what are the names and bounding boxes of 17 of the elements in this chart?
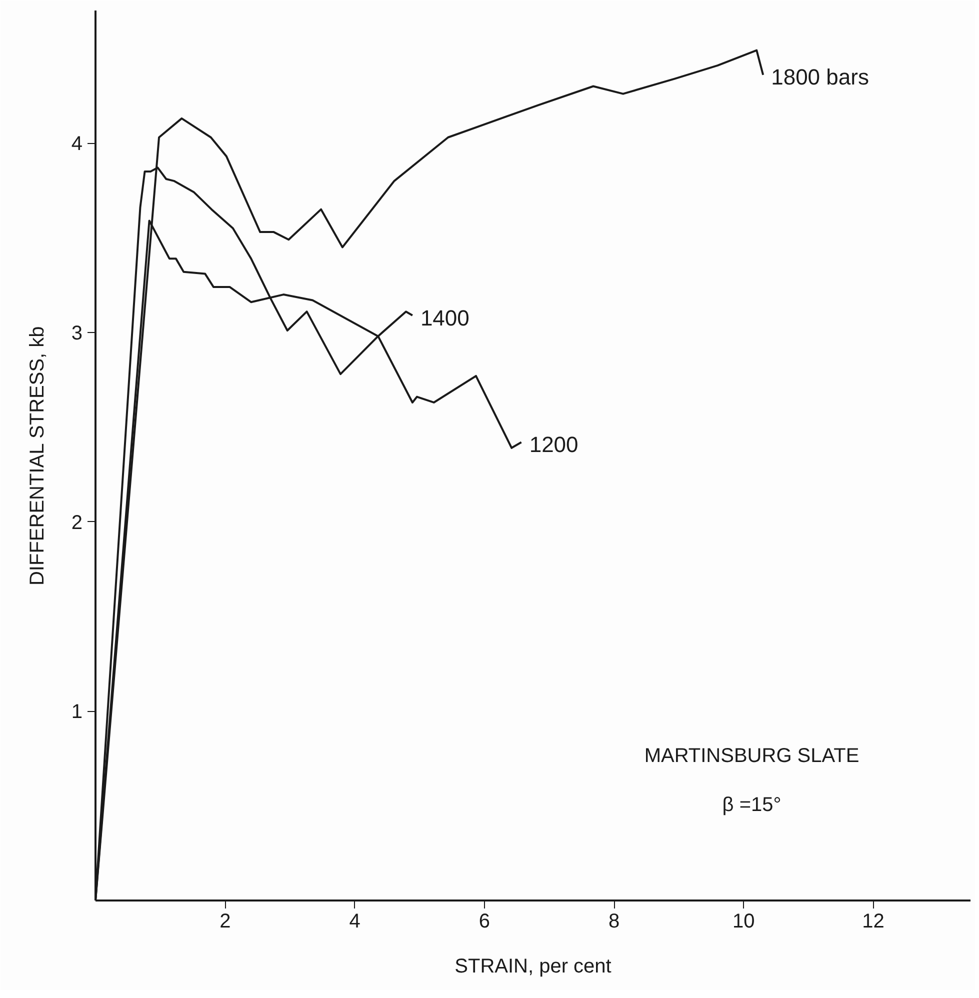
- x-axis-title: STRAIN, per cent: [454, 956, 612, 978]
- y-tick-label: 4: [71, 133, 82, 156]
- annotation: MARTINSBURG SLATE: [644, 745, 860, 767]
- y-tick-label: 1: [71, 701, 82, 724]
- y-axis-title: DIFFERENTIAL STRESS, kb: [26, 326, 48, 586]
- series-label: 1400: [420, 305, 470, 330]
- x-tick-label: 2: [220, 910, 231, 932]
- y-tick-label: 3: [71, 322, 82, 344]
- x-tick-label: 4: [349, 910, 360, 932]
- series-label: 1200: [529, 432, 578, 458]
- x-tick-label: 6: [478, 910, 490, 932]
- x-tick-label: 8: [608, 910, 620, 932]
- x-tick-label: 10: [732, 910, 755, 932]
- series-label: 1800 bars: [771, 64, 869, 90]
- y-tick-label: 2: [71, 512, 82, 534]
- x-tick-label: 12: [862, 910, 884, 932]
- annotation: β =15°: [722, 794, 782, 816]
